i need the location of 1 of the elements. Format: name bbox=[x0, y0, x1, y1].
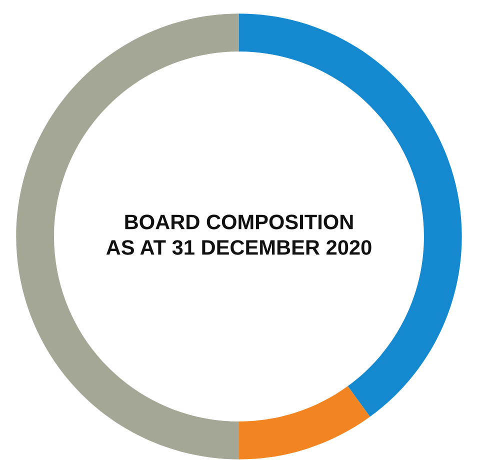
text: BOARD COMPOSITION AS AT 31 DECEMBER 2020 bbox=[106, 214, 372, 255]
